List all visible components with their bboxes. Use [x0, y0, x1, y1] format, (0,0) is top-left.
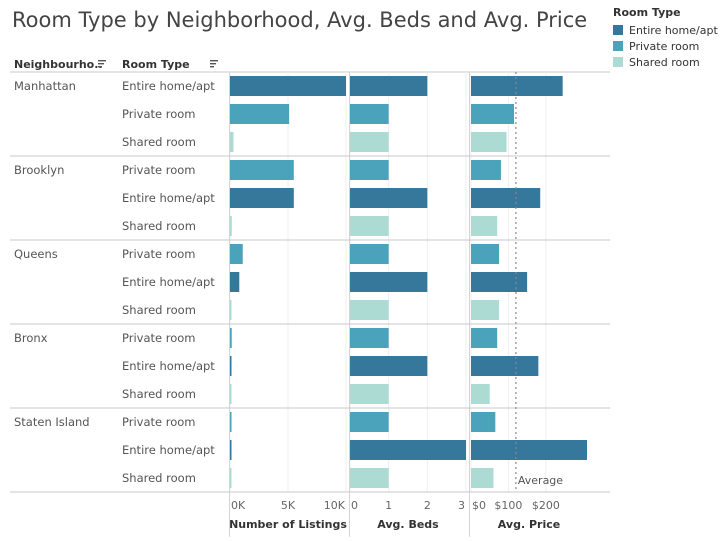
legend-label: Entire home/apt: [629, 23, 718, 37]
bar-price[interactable]: [471, 412, 496, 432]
room-type-label[interactable]: Entire home/apt: [122, 79, 215, 93]
bar-price[interactable]: [471, 188, 541, 208]
room-type-label[interactable]: Shared room: [122, 219, 196, 233]
bar-price[interactable]: [471, 468, 494, 488]
legend-swatch: [613, 57, 623, 67]
room-type-label[interactable]: Private room: [122, 163, 196, 177]
bar-listings[interactable]: [230, 104, 290, 124]
room-type-label[interactable]: Shared room: [122, 303, 196, 317]
bar-beds[interactable]: [350, 412, 389, 432]
bar-price[interactable]: [471, 356, 539, 376]
bar-listings[interactable]: [230, 468, 232, 488]
bar-listings[interactable]: [230, 272, 240, 292]
legend-swatch: [613, 25, 623, 35]
bar-price[interactable]: [471, 440, 587, 460]
bar-listings[interactable]: [230, 132, 234, 152]
tick-label: 1: [385, 499, 392, 512]
bar-price[interactable]: [471, 384, 490, 404]
tick-label: 0: [351, 499, 358, 512]
bar-listings[interactable]: [230, 300, 232, 320]
neighbourhood-label[interactable]: Brooklyn: [14, 163, 64, 177]
axis-title: Number of Listings: [229, 518, 347, 531]
bar-price[interactable]: [471, 160, 501, 180]
axis-title: Avg. Price: [498, 518, 560, 531]
bar-beds[interactable]: [350, 104, 389, 124]
room-type-label[interactable]: Entire home/apt: [122, 443, 215, 457]
bar-price[interactable]: [471, 76, 563, 96]
neighbourhood-label[interactable]: Manhattan: [14, 79, 76, 93]
bar-beds[interactable]: [350, 244, 389, 264]
chart-title: Room Type by Neighborhood, Avg. Beds and…: [12, 8, 588, 32]
bar-beds[interactable]: [350, 440, 466, 460]
average-label: Average: [518, 474, 563, 487]
bar-listings[interactable]: [230, 76, 346, 96]
bar-listings[interactable]: [230, 356, 232, 376]
bar-listings[interactable]: [230, 216, 232, 236]
axis-title: Avg. Beds: [377, 518, 439, 531]
bar-listings[interactable]: [230, 384, 232, 404]
room-type-label[interactable]: Entire home/apt: [122, 275, 215, 289]
legend: Room Type Entire home/apt Private room S…: [613, 6, 718, 70]
bar-price[interactable]: [471, 272, 528, 292]
bar-price[interactable]: [471, 328, 498, 348]
tick-label: $100: [494, 499, 522, 512]
bar-beds[interactable]: [350, 188, 428, 208]
bar-beds[interactable]: [350, 216, 389, 236]
sort-icon[interactable]: [98, 60, 106, 68]
bar-listings[interactable]: [230, 188, 294, 208]
legend-item-shared-room[interactable]: Shared room: [613, 54, 718, 70]
bar-listings[interactable]: [230, 440, 232, 460]
legend-label: Shared room: [629, 55, 700, 69]
room-type-label[interactable]: Shared room: [122, 135, 196, 149]
tick-label: 0K: [231, 499, 246, 512]
bar-beds[interactable]: [350, 384, 389, 404]
bar-listings[interactable]: [230, 160, 294, 180]
bar-beds[interactable]: [350, 468, 389, 488]
bar-beds[interactable]: [350, 356, 428, 376]
legend-item-entire-home[interactable]: Entire home/apt: [613, 22, 718, 38]
bar-beds[interactable]: [350, 328, 389, 348]
room-type-label[interactable]: Shared room: [122, 471, 196, 485]
legend-item-private-room[interactable]: Private room: [613, 38, 718, 54]
bar-listings[interactable]: [230, 412, 232, 432]
bar-price[interactable]: [471, 132, 507, 152]
room-type-label[interactable]: Private room: [122, 331, 196, 345]
legend-label: Private room: [629, 39, 700, 53]
room-type-label[interactable]: Shared room: [122, 387, 196, 401]
tick-label: 10K: [324, 499, 346, 512]
tick-label: 5K: [281, 499, 296, 512]
legend-swatch: [613, 41, 623, 51]
column-header-neighbourhood[interactable]: Neighbourho..: [14, 58, 103, 71]
bar-beds[interactable]: [350, 76, 428, 96]
room-type-label[interactable]: Private room: [122, 107, 196, 121]
neighbourhood-label[interactable]: Queens: [14, 247, 58, 261]
tick-label: $0: [472, 499, 486, 512]
legend-title: Room Type: [613, 6, 681, 19]
bar-beds[interactable]: [350, 300, 389, 320]
bar-price[interactable]: [471, 216, 498, 236]
tick-label: 2: [424, 499, 431, 512]
tick-label: 3: [458, 499, 465, 512]
bar-beds[interactable]: [350, 272, 428, 292]
bar-listings[interactable]: [230, 328, 232, 348]
room-type-label[interactable]: Entire home/apt: [122, 191, 215, 205]
column-header-room-type[interactable]: Room Type: [122, 58, 190, 71]
room-type-label[interactable]: Private room: [122, 415, 196, 429]
bar-beds[interactable]: [350, 132, 389, 152]
room-type-label[interactable]: Private room: [122, 247, 196, 261]
sort-icon[interactable]: [210, 60, 218, 68]
bar-price[interactable]: [471, 104, 515, 124]
neighbourhood-label[interactable]: Bronx: [14, 331, 48, 345]
room-type-label[interactable]: Entire home/apt: [122, 359, 215, 373]
bar-beds[interactable]: [350, 160, 389, 180]
bar-price[interactable]: [471, 300, 500, 320]
bar-listings[interactable]: [230, 244, 243, 264]
bar-price[interactable]: [471, 244, 500, 264]
neighbourhood-label[interactable]: Staten Island: [14, 415, 90, 429]
tick-label: $200: [532, 499, 560, 512]
